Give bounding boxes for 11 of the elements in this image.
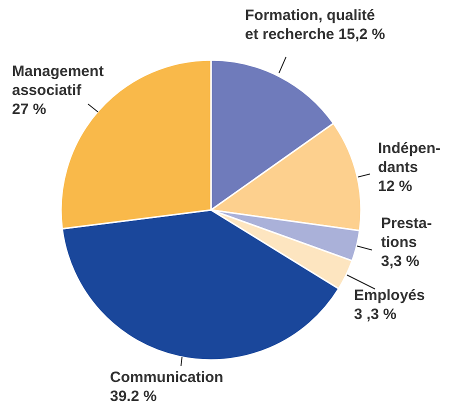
slice-label: Management associatif [12, 63, 104, 99]
slice-label: Formation, qualité et recherche 15,2 % [245, 7, 386, 43]
data-label: 3,3 % [381, 253, 420, 270]
slice-label: Employés [354, 287, 425, 304]
slice-label: Indépen- dants [378, 140, 440, 176]
data-label: 12 % [378, 178, 412, 195]
data-label: 39.2 % [110, 388, 157, 405]
slice-label: Communication [110, 369, 224, 386]
data-label: 27 % [12, 101, 46, 118]
data-label: 3 ,3 % [354, 306, 397, 323]
slice-label: Presta- tions [381, 215, 432, 251]
